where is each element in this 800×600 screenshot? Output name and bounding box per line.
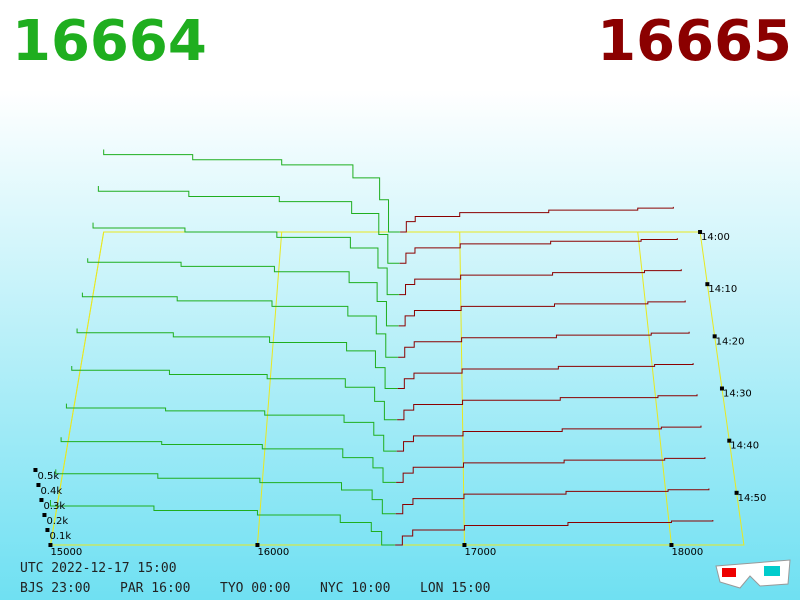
ask-depth-line: [396, 425, 702, 452]
time-tick-label: 14:40: [730, 441, 759, 452]
x-tick-label: 18000: [671, 547, 703, 558]
tick-mark: [48, 543, 53, 547]
ask-depth-line: [397, 394, 698, 421]
bid-depth-line: [81, 292, 398, 358]
tick-mark: [33, 468, 38, 472]
plot: 15000 16000 17000 18000 0.1k 0.2k 0.3k 0.4k 0.5k…: [33, 149, 766, 558]
tick-mark: [45, 528, 50, 532]
bid-depth-line: [103, 149, 400, 233]
grid-line: [256, 231, 283, 546]
tick-mark: [669, 543, 674, 547]
v-tick-label: 0.1k: [49, 531, 71, 542]
tick-mark: [36, 483, 41, 487]
clock: TYO 00:00: [220, 581, 290, 596]
grid-line: [49, 231, 105, 546]
x-tick-label: 15000: [50, 547, 82, 558]
time-tick-label: 14:30: [723, 389, 752, 400]
clock: BJS 23:00: [20, 581, 90, 596]
tick-mark: [42, 513, 47, 517]
tick-mark: [705, 282, 710, 287]
bid-depth-line: [87, 258, 399, 327]
ask-depth-line: [398, 300, 686, 327]
bid-depth-line: [92, 222, 399, 296]
time-tick-label: 14:20: [716, 336, 745, 347]
bid-depth-line: [55, 469, 396, 515]
ask-depth-line: [399, 238, 678, 264]
time-tick-label: 14:10: [708, 284, 737, 295]
bid-depth-line: [65, 403, 397, 452]
tick-mark: [255, 543, 260, 547]
tick-mark: [734, 490, 739, 495]
ask-depth-line: [395, 488, 710, 515]
ask-depth-line: [399, 269, 682, 296]
bid-price: 16664: [12, 9, 207, 74]
bid-depth-line: [76, 328, 398, 389]
tick-mark: [462, 543, 467, 547]
ask-depth-line: [397, 363, 694, 389]
ask-depth-line: [400, 206, 674, 233]
v-tick-label: 0.2k: [46, 516, 68, 527]
clock: NYC 10:00: [320, 581, 390, 596]
tick-mark: [727, 438, 732, 443]
v-tick-label: 0.5k: [37, 471, 59, 482]
bid-depth-line: [71, 365, 397, 421]
x-tick-label: 16000: [257, 547, 289, 558]
ask-price: 16665: [597, 9, 792, 74]
utc-time: UTC 2022-12-17 15:00: [20, 561, 177, 576]
ask-depth-line: [395, 519, 714, 546]
ask-depth-line: [396, 457, 706, 483]
bid-depth-line: [60, 437, 396, 483]
tick-mark: [698, 230, 703, 234]
bid-depth-line: [97, 185, 400, 264]
time-tick-label: 14:50: [738, 493, 767, 504]
ask-depth-line: [398, 331, 690, 358]
v-tick-label: 0.4k: [40, 486, 62, 497]
x-tick-label: 17000: [464, 547, 496, 558]
tick-mark: [712, 334, 717, 339]
clock: LON 15:00: [420, 581, 490, 596]
bid-depth-line: [49, 500, 395, 546]
grid-line: [459, 231, 465, 546]
v-tick-label: 0.3k: [43, 501, 65, 512]
tick-mark: [719, 386, 724, 391]
time-tick-label: 14:00: [701, 232, 730, 243]
glasses-icon: [715, 559, 791, 589]
tick-mark: [39, 498, 44, 502]
clock: PAR 16:00: [120, 581, 190, 596]
grid-line: [637, 231, 672, 546]
